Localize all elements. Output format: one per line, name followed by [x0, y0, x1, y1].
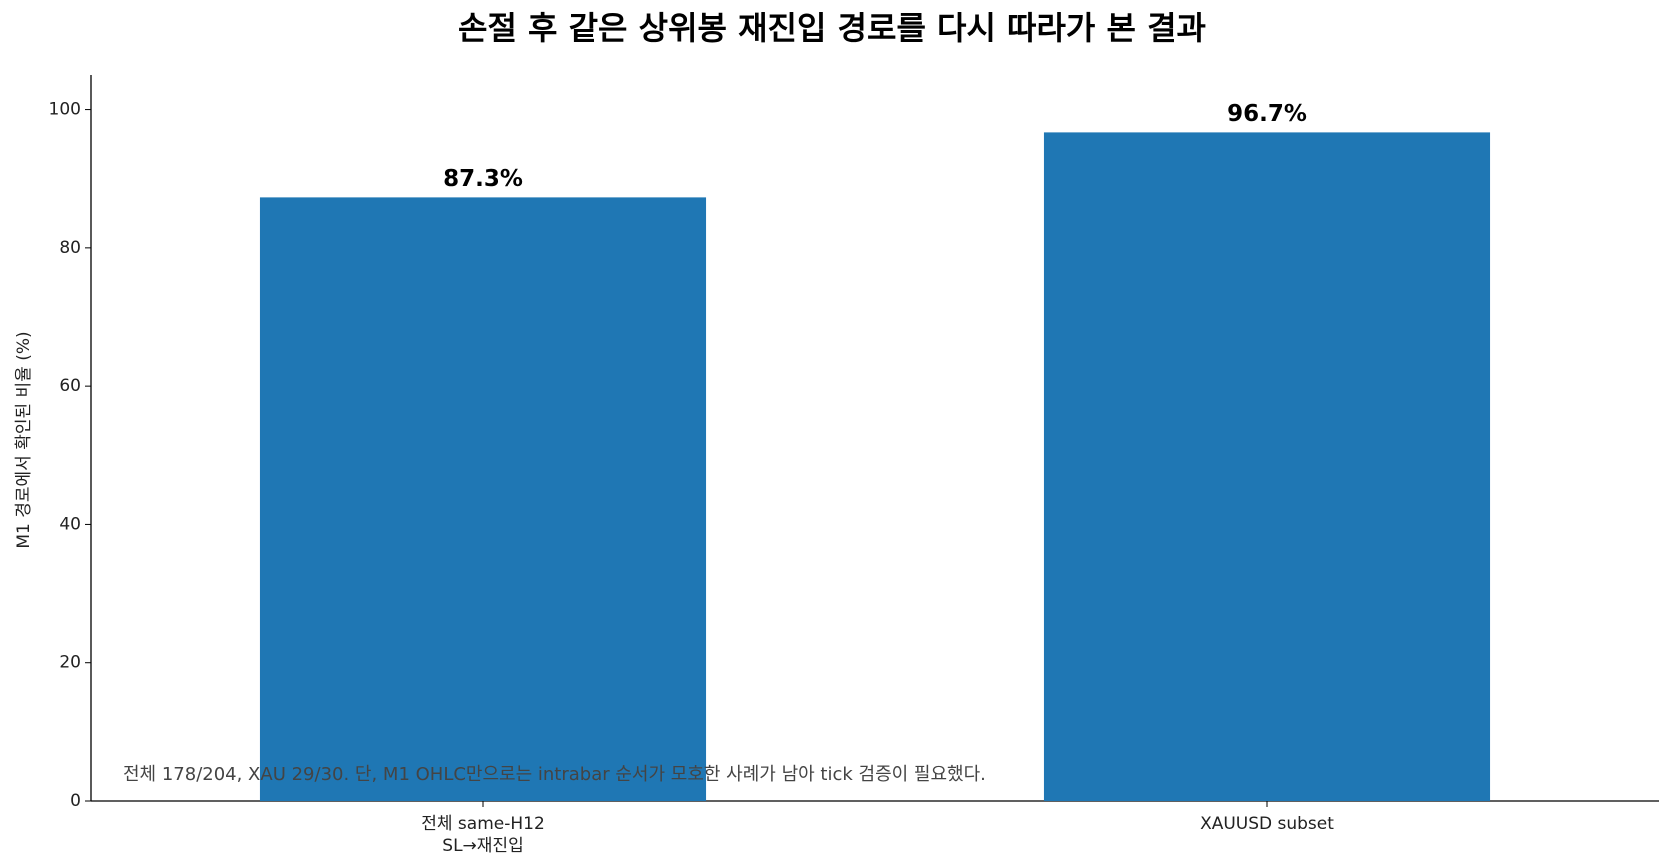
- bar: [1043, 132, 1491, 802]
- x-tick-label: 전체 same-H12 SL→재진입: [421, 814, 545, 856]
- value-label: 87.3%: [443, 166, 523, 192]
- annotation: 전체 178/204, XAU 29/30. 단, M1 OHLC만으로는 in…: [123, 764, 986, 785]
- y-tick-label: 60: [59, 376, 81, 396]
- y-tick-label: 20: [59, 653, 81, 673]
- value-label: 96.7%: [1227, 101, 1307, 127]
- y-axis-label: M1 경로에서 확인된 비율 (%): [14, 331, 34, 548]
- x-tick-label: XAUUSD subset: [1200, 814, 1334, 834]
- y-tick-label: 80: [59, 238, 81, 258]
- y-tick-label: 0: [70, 791, 81, 811]
- y-tick-label: 100: [49, 100, 81, 120]
- bar: [259, 197, 707, 801]
- chart-title: 손절 후 같은 상위봉 재진입 경로를 다시 따라가 본 결과: [458, 9, 1206, 47]
- y-tick-label: 40: [59, 514, 81, 534]
